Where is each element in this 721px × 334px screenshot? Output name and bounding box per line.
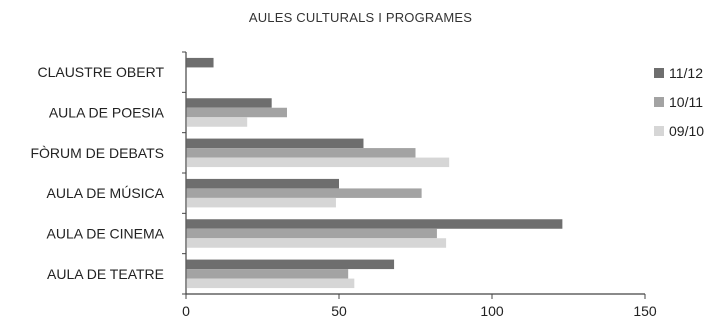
bar — [186, 107, 287, 118]
chart-title: AULES CULTURALS I PROGRAMES — [248, 10, 473, 25]
category-label: FÒRUM DE DEBATS — [30, 145, 164, 161]
legend-label: 09/10 — [669, 123, 704, 139]
bar — [186, 228, 437, 239]
bar — [186, 278, 355, 289]
x-tick-label: 100 — [480, 303, 504, 319]
bar — [186, 197, 336, 208]
legend-swatch — [654, 126, 664, 136]
category-label: CLAUSTRE OBERT — [37, 64, 164, 80]
bar — [186, 157, 450, 168]
bar — [186, 178, 339, 189]
category-label: AULA DE TEATRE — [47, 266, 164, 282]
x-tick-label: 50 — [331, 303, 347, 319]
bar — [186, 219, 563, 229]
category-label: AULA DE POESIA — [49, 105, 165, 121]
bar — [186, 188, 422, 198]
bar — [186, 98, 272, 108]
legend-label: 11/12 — [669, 65, 703, 81]
legend-swatch — [654, 68, 664, 78]
bar — [186, 269, 349, 279]
category-label: AULA DE MÚSICA — [47, 185, 165, 201]
bar — [186, 259, 395, 270]
legend-label: 10/11 — [669, 94, 703, 110]
x-tick-label: 0 — [182, 303, 190, 319]
bar — [186, 117, 248, 127]
bar — [186, 148, 416, 158]
category-label: AULA DE CINEMA — [47, 226, 165, 242]
bar — [186, 57, 214, 68]
bar — [186, 138, 364, 149]
legend-swatch — [654, 97, 664, 107]
x-tick-label: 150 — [633, 303, 657, 319]
bar — [186, 238, 447, 248]
